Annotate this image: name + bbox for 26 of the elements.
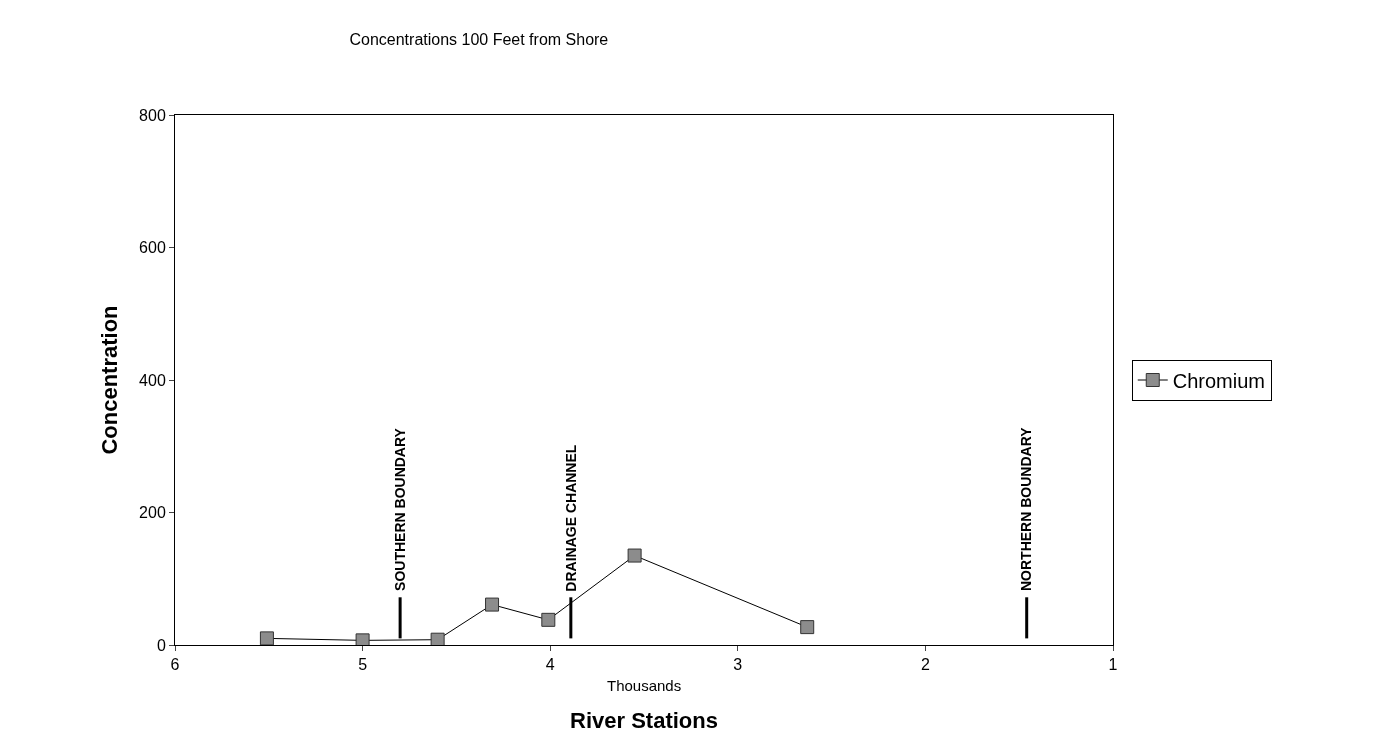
point bbox=[430, 632, 445, 645]
text: Thousands bbox=[607, 677, 682, 694]
y-tick-label: 400 bbox=[139, 371, 166, 389]
x-axis-title: River Stations bbox=[570, 708, 718, 734]
x-tick-label: 5 bbox=[358, 656, 368, 674]
point bbox=[541, 612, 556, 627]
point bbox=[627, 548, 642, 563]
y-tick-label: 600 bbox=[139, 239, 166, 257]
x-tick-label: 6 bbox=[170, 656, 180, 674]
point bbox=[800, 620, 815, 635]
x-tick-label: 4 bbox=[545, 656, 555, 674]
y-tick-label: 800 bbox=[139, 106, 166, 124]
y-axis-title: Concentration bbox=[96, 305, 122, 455]
point bbox=[355, 633, 370, 645]
ref-line-label: NORTHERN BOUNDARY bbox=[1018, 426, 1035, 591]
point bbox=[259, 631, 274, 645]
x-tick-label: 3 bbox=[733, 656, 743, 674]
x-tick-label: 2 bbox=[920, 656, 930, 674]
point bbox=[485, 597, 500, 612]
y-tick-label: 0 bbox=[156, 636, 166, 654]
x-tick-label: 1 bbox=[1108, 656, 1118, 674]
chart-title: Concentrations 100 Feet from Shore bbox=[349, 31, 609, 49]
ref-line-label: DRAINAGE CHANNEL bbox=[563, 444, 580, 592]
ref-line-label: SOUTHERN BOUNDARY bbox=[392, 427, 409, 591]
legend-label: Chromium bbox=[1172, 369, 1266, 392]
y-tick-label: 200 bbox=[139, 504, 166, 522]
